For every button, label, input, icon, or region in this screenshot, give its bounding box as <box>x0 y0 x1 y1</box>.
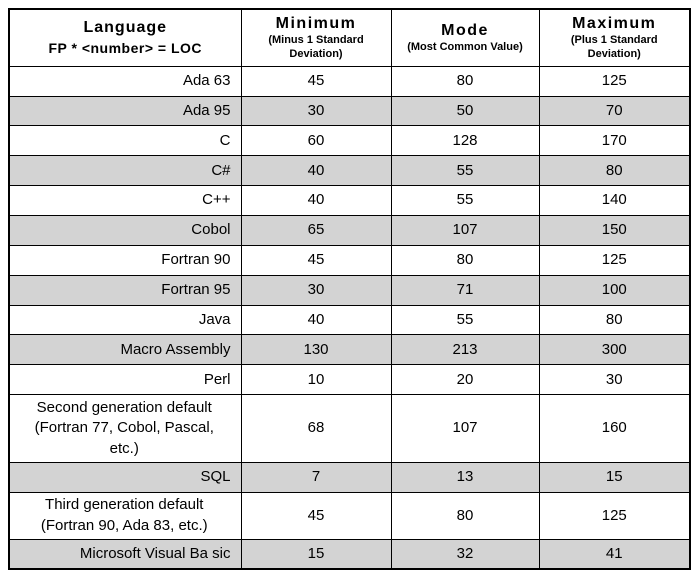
table-row: Ada 63 45 80 125 <box>8 65 691 97</box>
table-row: C++ 40 55 140 <box>8 185 691 216</box>
minimum-cell: 7 <box>240 461 392 493</box>
maximum-cell: 15 <box>538 461 691 493</box>
minimum-cell: 65 <box>240 214 392 246</box>
language-cell: Fortran 95 <box>8 274 242 306</box>
header-mode-title: Mode <box>441 21 489 39</box>
minimum-cell: 30 <box>240 95 392 127</box>
table-row: Ada 95 30 50 70 <box>8 95 691 127</box>
header-mode: Mode (Most Common Value) <box>390 8 540 67</box>
language-cell: Java <box>8 304 242 336</box>
table-header: Language FP * <number> = LOC Minimum (Mi… <box>8 8 691 67</box>
mode-cell: 107 <box>390 214 540 246</box>
minimum-cell: 40 <box>240 304 392 336</box>
table-row: SQL 7 13 15 <box>8 461 691 493</box>
minimum-cell: 130 <box>240 334 392 366</box>
maximum-cell: 140 <box>538 185 691 216</box>
table-row: C# 40 55 80 <box>8 155 691 187</box>
mode-cell: 55 <box>390 185 540 216</box>
mode-cell: 71 <box>390 274 540 306</box>
mode-cell: 55 <box>390 155 540 187</box>
language-cell: C <box>8 125 242 157</box>
language-cell: Cobol <box>8 214 242 246</box>
header-maximum-subtitle: (Plus 1 Standard Deviation) <box>570 34 658 60</box>
header-minimum-title: Minimum <box>275 15 357 32</box>
minimum-cell: 60 <box>240 125 392 157</box>
table-row: Fortran 95 30 71 100 <box>8 274 691 306</box>
language-cell: Ada 95 <box>8 95 242 127</box>
maximum-cell: 125 <box>538 244 691 276</box>
mode-cell: 32 <box>390 538 540 570</box>
table-row: Fortran 90 45 80 125 <box>8 244 691 276</box>
header-minimum-subtitle: (Minus 1 Standard Deviation) <box>268 34 364 60</box>
mode-cell: 80 <box>390 244 540 276</box>
minimum-cell: 45 <box>240 491 392 540</box>
minimum-cell: 40 <box>240 185 392 216</box>
header-minimum: Minimum (Minus 1 Standard Deviation) <box>240 8 392 67</box>
maximum-cell: 125 <box>538 491 691 540</box>
maximum-cell: 80 <box>538 155 691 187</box>
language-cell: SQL <box>8 461 242 493</box>
mode-cell: 20 <box>390 364 540 396</box>
mode-cell: 213 <box>390 334 540 366</box>
language-cell: Macro Assembly <box>8 334 242 366</box>
table-row: Java 40 55 80 <box>8 304 691 336</box>
language-cell: C++ <box>8 185 242 216</box>
mode-cell: 13 <box>390 461 540 493</box>
maximum-cell: 41 <box>538 538 691 570</box>
language-cell: Perl <box>8 364 242 396</box>
language-cell: C# <box>8 155 242 187</box>
language-cell: Fortran 90 <box>8 244 242 276</box>
maximum-cell: 300 <box>538 334 691 366</box>
language-cell: Microsoft Visual Ba sic <box>8 538 242 570</box>
header-language: Language FP * <number> = LOC <box>8 8 242 67</box>
maximum-cell: 150 <box>538 214 691 246</box>
header-language-subtitle: FP * <number> = LOC <box>48 40 203 57</box>
table-body: Ada 63 45 80 125 Ada 95 30 50 70 C 60 128 170 C# 40 55… <box>8 65 691 570</box>
maximum-cell: 170 <box>538 125 691 157</box>
maximum-cell: 30 <box>538 364 691 396</box>
header-row: Language FP * <number> = LOC Minimum (Mi… <box>8 8 691 67</box>
mode-cell: 107 <box>390 394 540 463</box>
table-row: Second generation default (Fortran 77, C… <box>8 394 691 463</box>
mode-cell: 55 <box>390 304 540 336</box>
maximum-cell: 100 <box>538 274 691 306</box>
minimum-cell: 30 <box>240 274 392 306</box>
mode-cell: 80 <box>390 491 540 540</box>
maximum-cell: 80 <box>538 304 691 336</box>
maximum-cell: 70 <box>538 95 691 127</box>
minimum-cell: 10 <box>240 364 392 396</box>
table-row: C 60 128 170 <box>8 125 691 157</box>
mode-cell: 80 <box>390 65 540 97</box>
minimum-cell: 40 <box>240 155 392 187</box>
language-cell: Third generation default (Fortran 90, Ad… <box>8 491 242 540</box>
minimum-cell: 68 <box>240 394 392 463</box>
maximum-cell: 125 <box>538 65 691 97</box>
mode-cell: 128 <box>390 125 540 157</box>
header-mode-subtitle: (Most Common Value) <box>407 41 523 54</box>
table-row: Third generation default (Fortran 90, Ad… <box>8 491 691 540</box>
maximum-cell: 160 <box>538 394 691 463</box>
table-row: Cobol 65 107 150 <box>8 214 691 246</box>
header-maximum-title: Maximum <box>572 15 657 32</box>
header-language-title: Language <box>83 19 168 37</box>
minimum-cell: 45 <box>240 65 392 97</box>
header-maximum: Maximum (Plus 1 Standard Deviation) <box>538 8 691 67</box>
minimum-cell: 45 <box>240 244 392 276</box>
language-cell: Second generation default (Fortran 77, C… <box>8 394 242 463</box>
mode-cell: 50 <box>390 95 540 127</box>
fp-loc-conversion-table: Language FP * <number> = LOC Minimum (Mi… <box>8 8 691 570</box>
table-row: Macro Assembly 130 213 300 <box>8 334 691 366</box>
table-row: Microsoft Visual Ba sic 15 32 41 <box>8 538 691 570</box>
minimum-cell: 15 <box>240 538 392 570</box>
table-row: Perl 10 20 30 <box>8 364 691 396</box>
language-cell: Ada 63 <box>8 65 242 97</box>
